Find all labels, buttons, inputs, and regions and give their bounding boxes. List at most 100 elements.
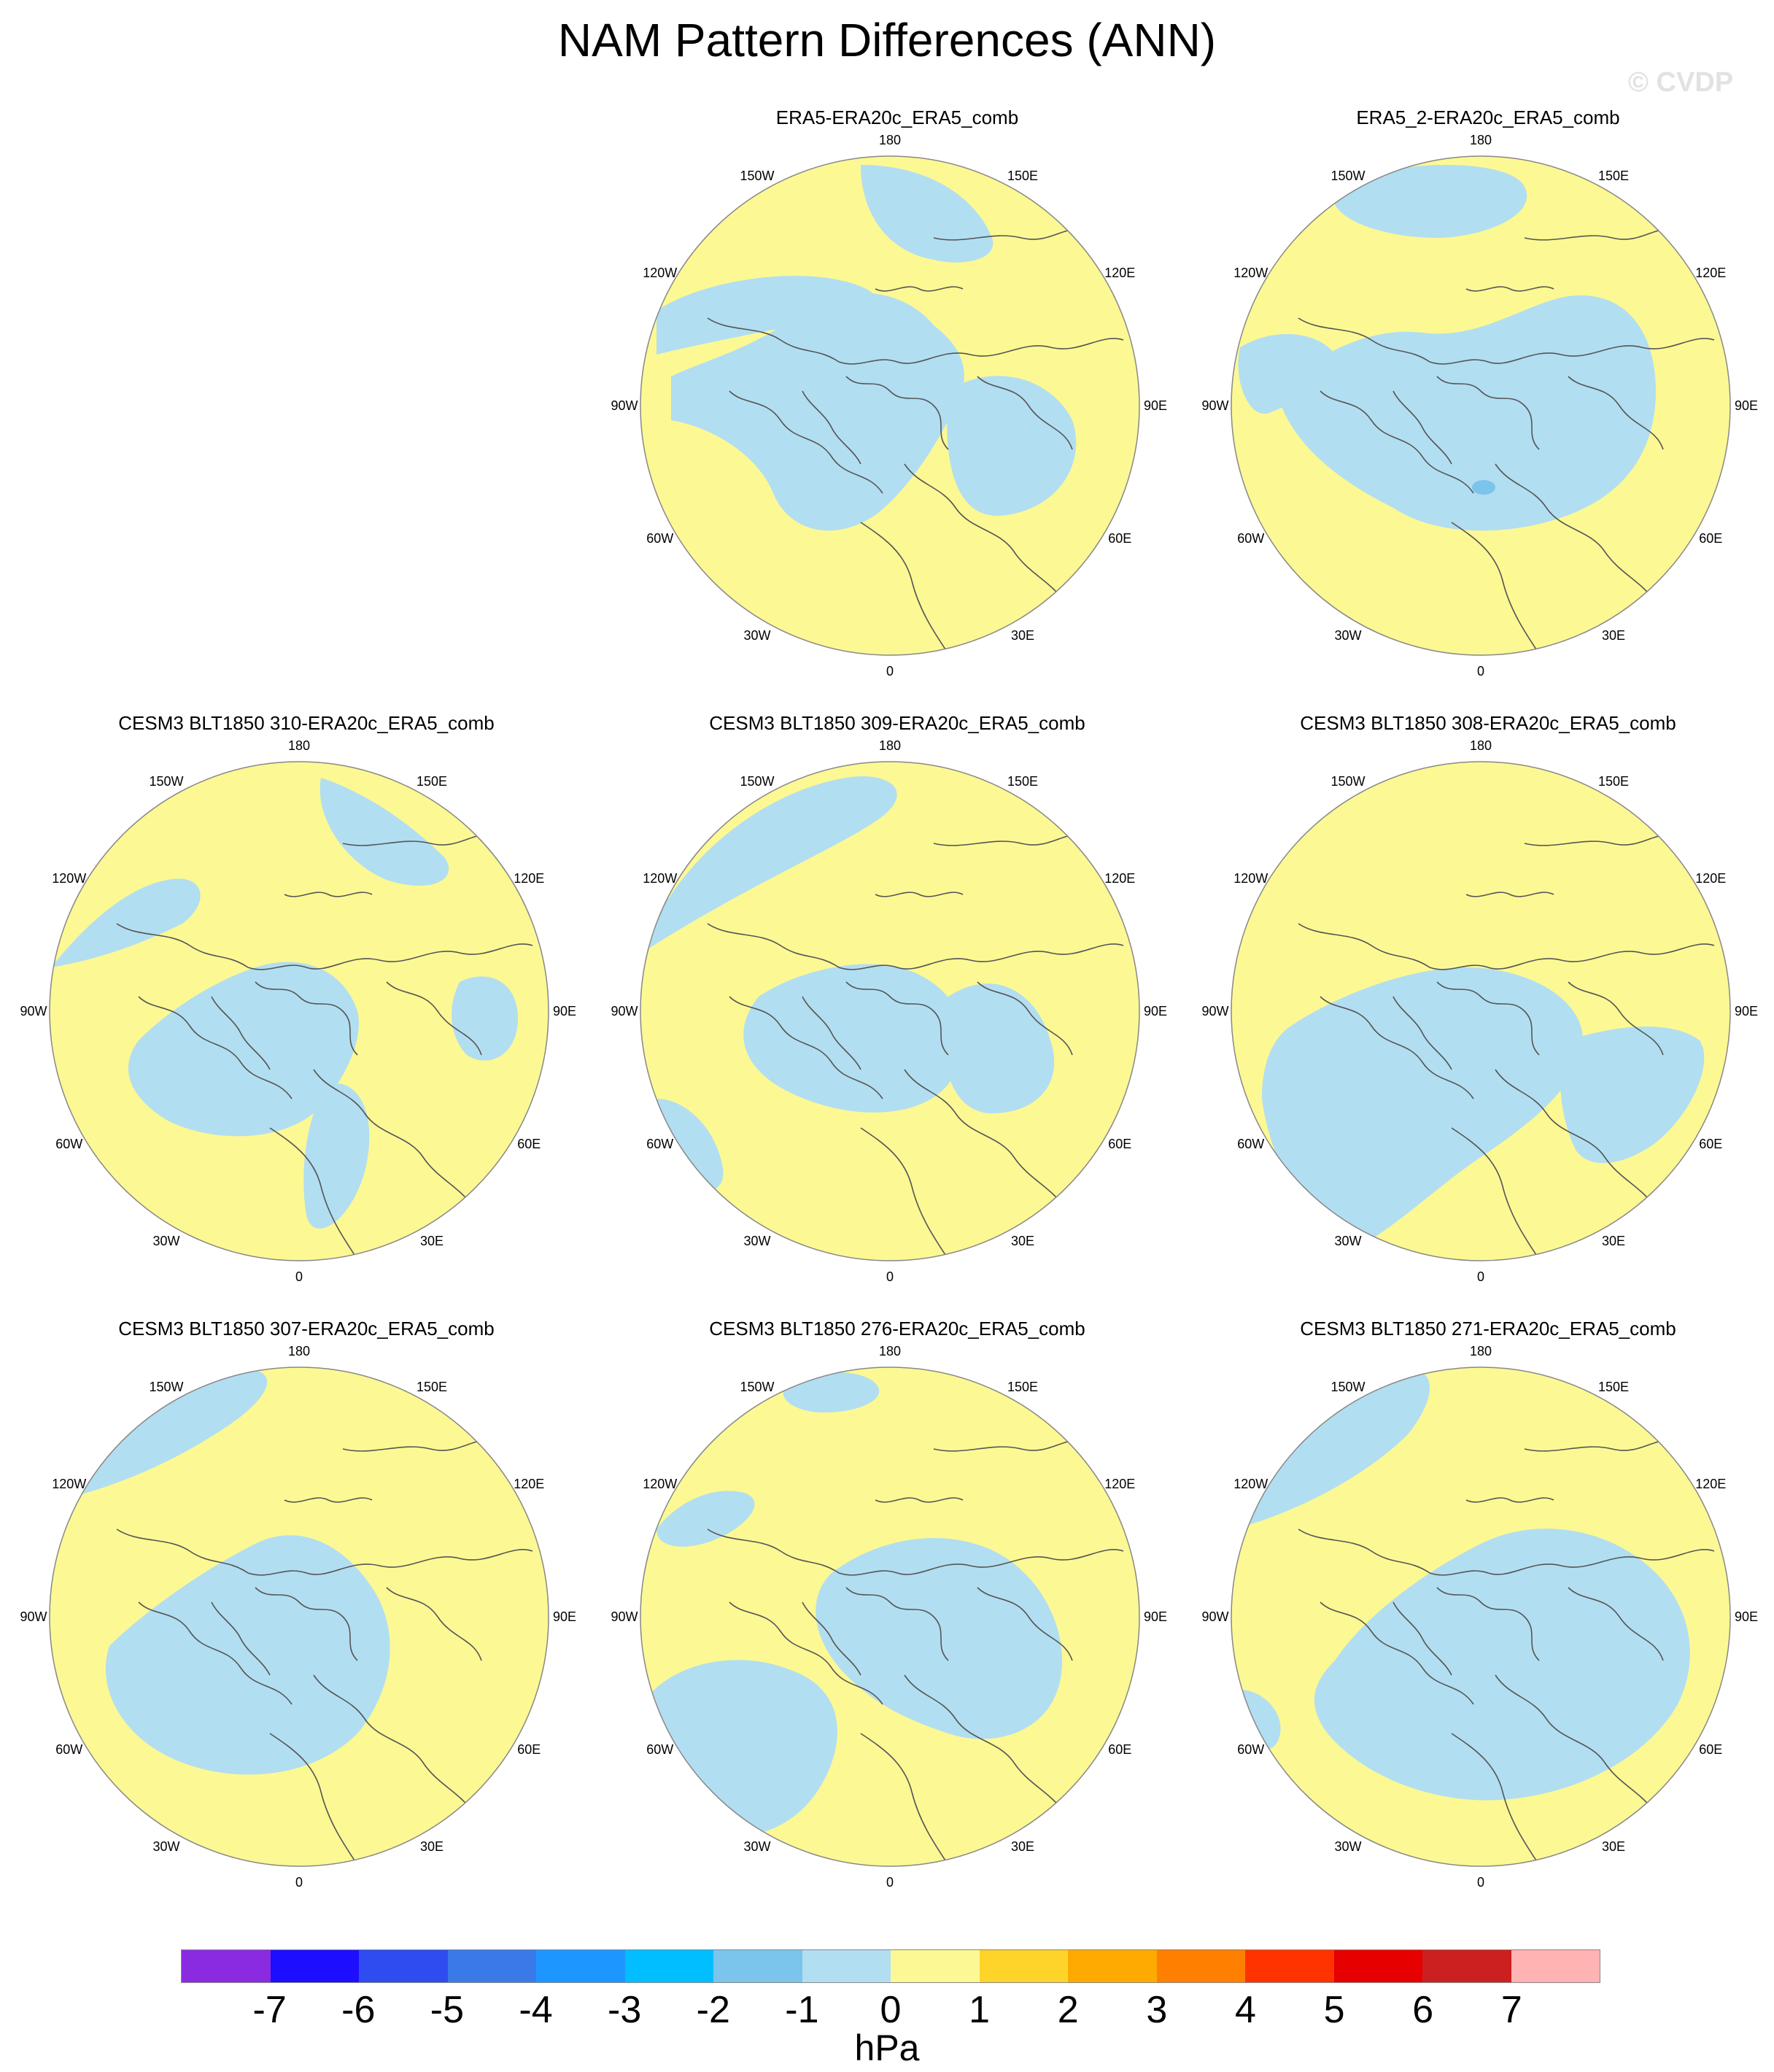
colorbar-tick-label: -5 (430, 1989, 464, 2031)
longitude-label: 90W (1201, 1004, 1228, 1018)
longitude-label: 150W (149, 1380, 183, 1394)
colorbar-swatch (802, 1950, 891, 1982)
negative-region (947, 376, 1077, 517)
longitude-label: 150E (1598, 1380, 1629, 1394)
colorbar-tick-label: -2 (696, 1989, 730, 2031)
longitude-label: 60E (1699, 531, 1722, 546)
longitude-label: 150E (1007, 774, 1038, 789)
polar-map: 180 150E 120E 90E 60E 30E 0 30W 60W 90W 120W 150W (611, 1344, 1167, 1890)
longitude-label: 0 (1477, 1875, 1484, 1890)
coastline (860, 1127, 949, 1260)
polar-map: 180 150E 120E 90E 60E 30E 0 30W 60W 90W 120W 150W (611, 133, 1167, 679)
figure-title: NAM Pattern Differences (ANN) (557, 14, 1217, 66)
map-field (640, 156, 1139, 655)
coastline (802, 996, 861, 1070)
coastline (845, 981, 949, 1056)
coastline (1495, 1069, 1657, 1209)
coastline (211, 1601, 271, 1676)
coastline (1393, 1601, 1452, 1676)
coastline (875, 892, 964, 897)
coastline (1495, 463, 1657, 603)
coastline (845, 1587, 949, 1661)
coastline (1393, 996, 1452, 1070)
longitude-label: 150W (740, 169, 774, 183)
negative-region (943, 983, 1055, 1113)
longitude-label: 120E (1695, 871, 1726, 886)
coastline (875, 286, 964, 292)
map-panel: ERA5-ERA20c_ERA5_comb 180 150E 120E 90E 60E 3… (605, 107, 1189, 690)
longitude-label: 30E (420, 1234, 444, 1248)
map-field (640, 1367, 1139, 1866)
longitude-label: 180 (1470, 1344, 1492, 1358)
colorbar-tick-label: 2 (1057, 1989, 1079, 2031)
negative-region (303, 1083, 370, 1229)
longitude-label: 90E (1144, 1609, 1167, 1624)
longitude-label: 30E (1011, 628, 1034, 643)
colorbar-units: hPa (854, 2027, 920, 2068)
colorbar-swatch (270, 1950, 359, 1982)
colorbar-tick-label: -6 (341, 1989, 376, 2031)
longitude-label: 30W (1334, 1839, 1361, 1854)
panel-title: CESM3 BLT1850 271-ERA20c_ERA5_comb (1300, 1318, 1676, 1340)
negative-region (1560, 1027, 1705, 1164)
map-panel: ERA5_2-ERA20c_ERA5_comb 180 150E 120E 90E 60… (1196, 107, 1774, 690)
longitude-label: 120E (1104, 266, 1135, 280)
coastline (729, 996, 883, 1099)
panel-title: CESM3 BLT1850 310-ERA20c_ERA5_comb (118, 712, 495, 734)
colorbar-swatch (979, 1950, 1068, 1982)
coastline (1320, 1601, 1474, 1705)
longitude-label: 30W (743, 1234, 770, 1248)
coastline (1465, 1497, 1554, 1503)
coastline (116, 1528, 533, 1576)
longitude-label: 90W (1201, 1609, 1228, 1624)
colorbar-swatch (1511, 1950, 1600, 1982)
longitude-label: 150W (1330, 1380, 1365, 1394)
longitude-label: 30E (1011, 1839, 1034, 1854)
longitude-label: 180 (1470, 133, 1492, 147)
longitude-label: 60W (646, 1137, 673, 1151)
longitude-label: 90W (611, 1609, 638, 1624)
coastline (211, 996, 271, 1070)
longitude-label: 150W (1330, 774, 1365, 789)
strong-negative-region (1472, 480, 1495, 495)
coastline (1320, 996, 1474, 1099)
coastline (977, 981, 1073, 1056)
longitude-label: 30E (1602, 1839, 1625, 1854)
longitude-label: 150E (417, 1380, 447, 1394)
colorbar-swatch (182, 1950, 271, 1982)
negative-region (58, 1369, 268, 1500)
panel-title: CESM3 BLT1850 276-ERA20c_ERA5_comb (709, 1318, 1085, 1340)
coastline (284, 1497, 373, 1503)
longitude-label: 60W (55, 1742, 82, 1757)
negative-region (783, 1372, 880, 1412)
map-panel: CESM3 BLT1850 276-ERA20c_ERA5_comb 180 15… (605, 1318, 1189, 1901)
colorbar-tick-label: 0 (880, 1989, 902, 2031)
coastline (313, 1674, 475, 1814)
colorbar-swatch (1156, 1950, 1245, 1982)
polar-map: 180 150E 120E 90E 60E 30E 0 30W 60W 90W 120W 150W (611, 738, 1167, 1284)
longitude-label: 120E (1104, 1477, 1135, 1491)
longitude-label: 90W (611, 398, 638, 413)
longitude-label: 90W (1201, 398, 1228, 413)
negative-region (656, 1491, 755, 1547)
polar-map: 180 150E 120E 90E 60E 30E 0 30W 60W 90W 120W 150W (20, 738, 576, 1284)
polar-map: 180 150E 120E 90E 60E 30E 0 30W 60W 90W 120W 150W (1201, 738, 1758, 1284)
coastline (1298, 923, 1715, 970)
longitude-label: 120E (514, 871, 544, 886)
longitude-label: 30E (1011, 1234, 1034, 1248)
coastline (802, 1601, 861, 1676)
longitude-label: 120E (1695, 266, 1726, 280)
coastline (1451, 522, 1540, 654)
longitude-label: 0 (295, 1269, 303, 1284)
colorbar (181, 1949, 1600, 1983)
longitude-label: 90E (1735, 398, 1758, 413)
longitude-label: 120W (1233, 871, 1268, 886)
longitude-label: 60W (646, 1742, 673, 1757)
map-field (1231, 156, 1730, 655)
coastline (116, 923, 533, 970)
colorbar-swatch (1068, 1950, 1157, 1982)
longitude-label: 150W (740, 1380, 774, 1394)
longitude-label: 150E (1007, 169, 1038, 183)
longitude-label: 120W (643, 1477, 677, 1491)
longitude-label: 120W (52, 1477, 86, 1491)
